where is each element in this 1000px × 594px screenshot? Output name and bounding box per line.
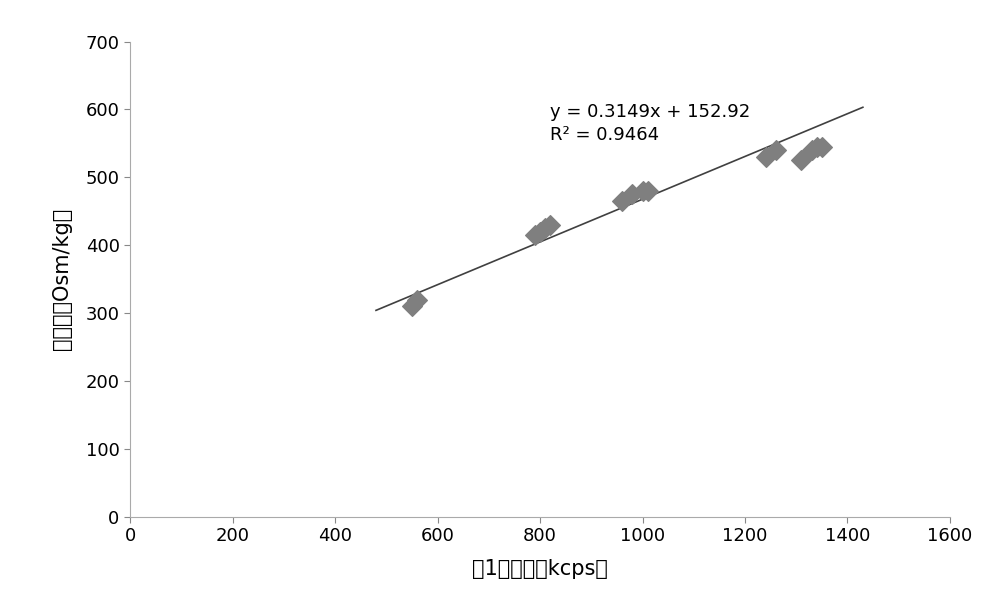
Point <box>758 152 774 162</box>
Y-axis label: 滲透压（Osm/kg）: 滲透压（Osm/kg） <box>52 208 72 350</box>
Point <box>814 142 830 151</box>
Point <box>634 186 650 195</box>
Point <box>624 189 640 199</box>
Text: y = 0.3149x + 152.92: y = 0.3149x + 152.92 <box>550 103 750 121</box>
Point <box>793 156 809 165</box>
X-axis label: 頶1粒比値（kcps）: 頶1粒比値（kcps） <box>472 559 608 579</box>
Point <box>542 220 558 230</box>
Point <box>768 146 784 155</box>
Point <box>537 223 553 233</box>
Point <box>809 142 825 151</box>
Point <box>527 230 543 240</box>
Point <box>804 146 820 155</box>
Text: R² = 0.9464: R² = 0.9464 <box>550 127 659 144</box>
Point <box>640 186 656 195</box>
Point <box>614 197 630 206</box>
Point <box>409 295 425 304</box>
Point <box>404 302 420 311</box>
Point <box>532 227 548 236</box>
